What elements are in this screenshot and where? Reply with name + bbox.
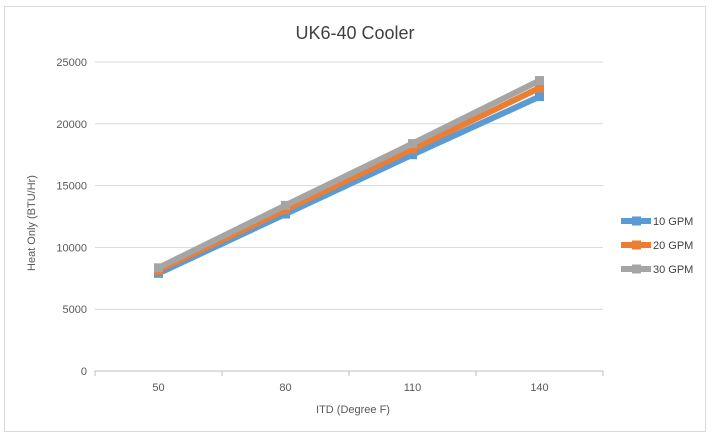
x-tick-label: 80: [279, 382, 291, 394]
y-tick-label: 0: [81, 366, 87, 378]
y-tick-label: 10000: [56, 242, 87, 254]
series-lines: [154, 76, 544, 278]
legend-label: 30 GPM: [653, 264, 693, 276]
chart-svg: UK6-40 Cooler 0 5000 10000 15000 20000 25000 5…: [26, 23, 693, 416]
axes: 0 5000 10000 15000 20000 25000 50 80 110 140: [56, 57, 604, 394]
x-axis-title: ITD (Degree F): [316, 404, 390, 416]
series-3-marker: [408, 139, 417, 149]
series-3-marker: [281, 200, 290, 210]
legend-swatch-marker: [632, 216, 641, 226]
x-tick-label: 110: [404, 382, 422, 394]
x-tick-label: 140: [530, 382, 548, 394]
legend-swatch-marker: [632, 240, 641, 250]
y-tick-label: 20000: [56, 119, 87, 131]
gridlines: [95, 61, 603, 372]
series-1-marker: [535, 92, 544, 102]
series-3-marker: [535, 76, 544, 86]
series-2-marker: [535, 83, 544, 93]
legend-label: 20 GPM: [653, 240, 693, 252]
y-tick-label: 5000: [63, 304, 87, 316]
legend-label: 10 GPM: [653, 216, 693, 228]
chart-frame: UK6-40 Cooler 0 5000 10000 15000 20000 25000 5…: [4, 6, 706, 432]
series-2-marker: [408, 144, 417, 154]
series-line-1: [155, 93, 543, 277]
chart-title: UK6-40 Cooler: [295, 23, 414, 43]
x-tick-label: 50: [152, 382, 164, 394]
y-axis-title: Heat Only (BTU/Hr): [26, 175, 38, 271]
series-1-marker: [408, 150, 417, 160]
legend: 10 GPM 20 GPM 30 GPM: [621, 216, 693, 276]
series-line-2: [155, 84, 543, 274]
series-3-marker: [154, 263, 163, 273]
legend-swatch-marker: [632, 264, 641, 274]
y-tick-label: 25000: [56, 57, 87, 69]
series-line-3: [155, 77, 543, 271]
y-tick-label: 15000: [56, 181, 87, 193]
